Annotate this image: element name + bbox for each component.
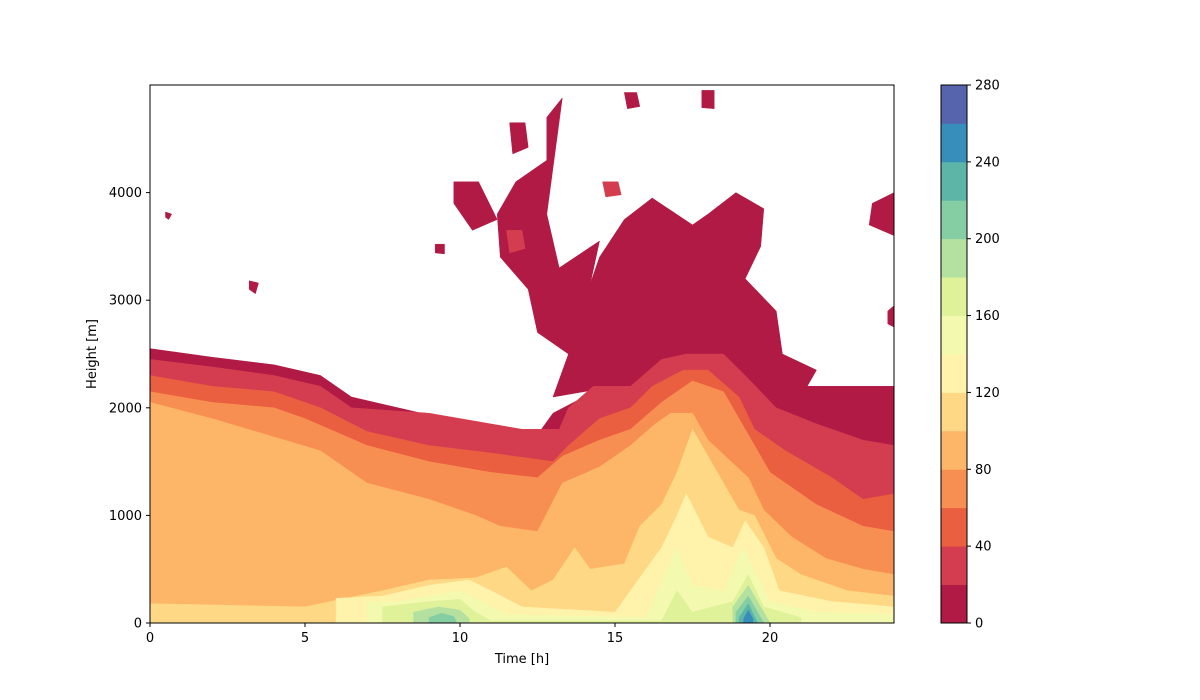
colorbar-tick-label: 0 [975,617,983,632]
contour-region-0 [434,243,445,255]
colorbar-segment [941,507,967,547]
x-tick-label: 5 [301,631,309,646]
colorbar-segment [941,238,967,278]
colorbar-frame [940,84,968,624]
colorbar-segment [941,200,967,240]
x-tick-label: 20 [762,631,779,646]
contour-region-0 [624,92,641,109]
contour-regions [150,90,894,623]
y-tick-label: 3000 [109,294,142,309]
colorbar-tick-label: 200 [975,232,1000,247]
colorbar-segment [941,315,967,355]
x-tick-label: 10 [452,631,469,646]
contour-region-20 [602,181,622,198]
colorbar-tick-label: 40 [975,540,992,555]
contour-region-0 [453,181,498,231]
colorbar-segment [941,430,967,470]
colorbar-tick-label: 280 [975,79,1000,94]
colorbar-segment [941,161,967,201]
contour-region-240 [743,609,754,623]
y-tick-label: 1000 [109,509,142,524]
y-axis-label: Height [m] [85,319,100,389]
colorbar-segment [941,584,967,624]
contour-region-0 [248,280,259,294]
colorbar-segment [941,469,967,509]
colorbar-segment [941,546,967,585]
contour-region-0 [701,90,715,109]
y-axis: 0 1000 2000 3000 4000 [109,186,150,632]
x-axis: 0 5 10 15 20 [146,623,778,646]
y-tick-label: 0 [134,617,142,632]
colorbar-tick-label: 120 [975,386,1000,401]
contour-region-0 [887,305,894,328]
colorbar: 0 40 80 120 160 200 240 280 [940,79,1000,632]
y-tick-label: 2000 [109,401,142,416]
contour-region-20 [506,230,526,254]
y-tick-label: 4000 [109,186,142,201]
colorbar-segment [941,123,967,163]
plot-frame [149,84,895,624]
contour-region-0 [496,97,817,403]
contour-region-0 [509,122,529,155]
contour-region-200 [428,613,458,623]
contour-region-0 [868,192,894,236]
x-tick-label: 0 [146,631,154,646]
colorbar-tick-label: 160 [975,309,1000,324]
colorbar-tick-label: 240 [975,155,1000,170]
x-tick-label: 15 [607,631,624,646]
contour-region-0 [165,211,172,220]
colorbar-tick-label: 80 [975,463,992,478]
x-axis-label: Time [h] [494,652,549,667]
colorbar-segment [941,392,967,432]
colorbar-segment [941,85,967,124]
colorbar-segment [941,277,967,316]
colorbar-segment [941,354,967,393]
